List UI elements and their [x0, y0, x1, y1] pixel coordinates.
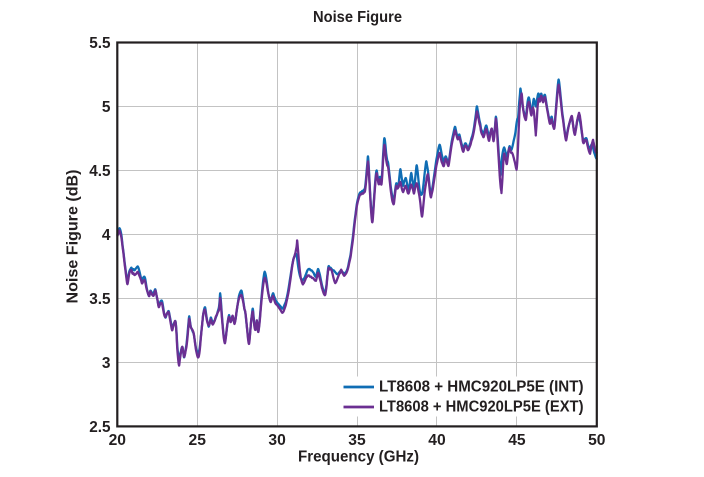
svg-text:Frequency (GHz): Frequency (GHz)	[298, 449, 419, 466]
svg-text:45: 45	[508, 432, 525, 449]
svg-text:Noise Figure (dB): Noise Figure (dB)	[65, 170, 82, 304]
svg-text:4.5: 4.5	[89, 163, 110, 180]
svg-text:40: 40	[428, 432, 445, 449]
svg-text:25: 25	[189, 432, 206, 449]
svg-text:35: 35	[348, 432, 365, 449]
svg-text:3.5: 3.5	[89, 291, 110, 308]
svg-text:50: 50	[588, 432, 605, 449]
svg-text:4: 4	[102, 227, 111, 244]
svg-text:5.5: 5.5	[89, 35, 110, 52]
svg-text:2.5: 2.5	[89, 419, 110, 436]
svg-text:3: 3	[102, 355, 111, 372]
svg-text:Noise Figure: Noise Figure	[313, 9, 402, 26]
svg-text:LT8608 + HMC920LP5E (EXT): LT8608 + HMC920LP5E (EXT)	[379, 399, 584, 416]
svg-text:5: 5	[102, 99, 111, 116]
svg-text:30: 30	[268, 432, 285, 449]
svg-text:20: 20	[109, 432, 126, 449]
svg-text:LT8608 + HMC920LP5E (INT): LT8608 + HMC920LP5E (INT)	[379, 379, 584, 396]
